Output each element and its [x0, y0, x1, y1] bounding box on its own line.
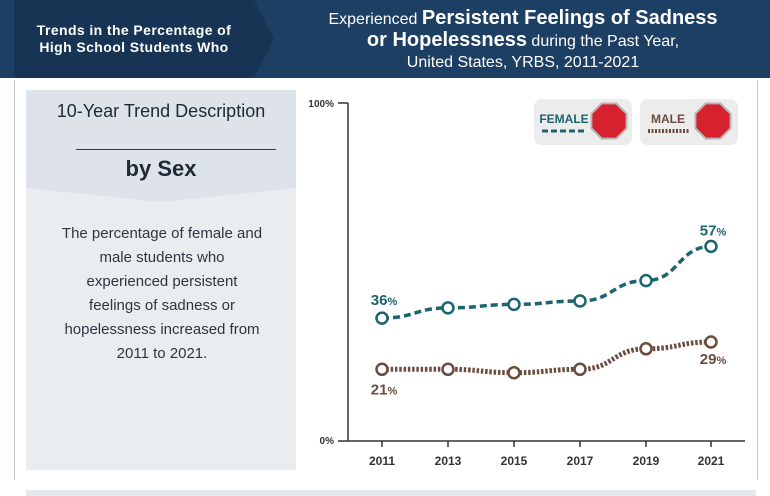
header-banner: Trends in the Percentage of High School …	[0, 0, 770, 78]
series-layer: 36% 57% 21% 29%	[371, 222, 727, 398]
x-tick-label: 2015	[501, 454, 528, 468]
legend-male-label: MALE	[651, 112, 685, 126]
stop-sign-icon	[590, 102, 628, 140]
y-tick-label-0: 0%	[320, 436, 335, 447]
trend-description: The percentage of female and male studen…	[61, 225, 263, 362]
data-point-male	[507, 365, 521, 380]
x-tick-label: 2019	[633, 454, 660, 468]
x-tick-label: 2017	[567, 454, 594, 468]
title-big-1: Persistent Feelings of Sadness	[421, 7, 718, 29]
data-point-female	[375, 311, 389, 325]
header-left-title: Trends in the Percentage of High School …	[36, 22, 232, 55]
trend-title-arrow	[26, 188, 296, 202]
data-point-male	[441, 362, 455, 377]
title-post: during the Past Year,	[531, 33, 680, 50]
stop-sign-icon	[694, 102, 732, 140]
trend-title: 10-Year Trend Description	[56, 101, 266, 121]
legend: FEMALE MALE	[534, 99, 738, 145]
legend-female-label: FEMALE	[539, 112, 588, 126]
description-panel	[26, 188, 296, 470]
data-point-female	[704, 239, 718, 254]
title-big-2: or Hopelessness	[366, 29, 527, 51]
data-point-female	[507, 297, 521, 312]
data-point-male	[639, 342, 653, 356]
next-section-strip	[26, 490, 756, 496]
data-point-female	[639, 273, 653, 288]
data-point-female	[441, 301, 455, 315]
x-ticks: 2011 2013 2015 2017 2019 2021	[369, 441, 725, 468]
title-line-3: United States, YRBS, 2011-2021	[406, 54, 640, 71]
y-tick-label-100: 100%	[308, 99, 334, 110]
data-label-male: 29%	[700, 351, 727, 368]
header-right-title: Experienced Persistent Feelings of Sadne…	[276, 8, 770, 74]
data-point-male	[375, 362, 389, 377]
panel-border	[14, 80, 758, 480]
data-point-male	[704, 335, 718, 349]
data-point-female	[573, 294, 587, 308]
data-point-male	[573, 362, 587, 377]
data-label-male: 21%	[371, 381, 398, 398]
trend-title-panel	[26, 90, 296, 188]
header-arrow	[254, 0, 274, 78]
header-left-box: Trends in the Percentage of High School …	[14, 0, 254, 78]
data-label-female: 57%	[700, 222, 727, 239]
trend-subtitle: by Sex	[125, 156, 197, 181]
data-label-female: 36%	[371, 292, 398, 309]
series-line-female	[381, 244, 712, 320]
x-tick-label: 2011	[369, 454, 395, 468]
series-line-male	[382, 339, 712, 376]
x-tick-label: 2013	[435, 454, 462, 468]
trend-title-divider	[76, 149, 276, 150]
title-pre: Experienced	[328, 11, 418, 28]
x-tick-label: 2021	[698, 454, 725, 468]
